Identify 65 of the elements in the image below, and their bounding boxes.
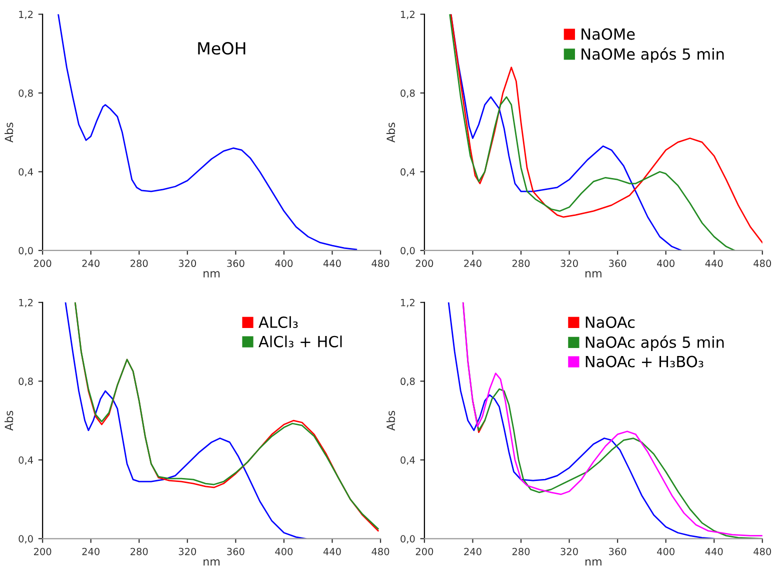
y-axis-title: Abs <box>4 410 14 431</box>
x-tick-label: 200 <box>416 260 434 268</box>
x-tick-label: 280 <box>512 260 530 268</box>
x-tick-label: 400 <box>657 548 674 556</box>
y-tick-label: 0,4 <box>18 456 33 465</box>
line-series <box>58 14 358 250</box>
x-tick-label: 240 <box>464 260 482 268</box>
y-tick-label: 0,8 <box>18 378 33 386</box>
annotation: MeOH <box>198 42 246 55</box>
x-tick-label: 360 <box>227 260 244 268</box>
x-tick-label: 280 <box>512 548 530 556</box>
legend-label: NaOAc <box>586 316 635 328</box>
legend-label: ALCl₃ <box>258 316 298 328</box>
y-tick-label: 0,8 <box>400 378 415 386</box>
x-tick-label: 240 <box>82 260 100 268</box>
y-tick-label: 1,2 <box>401 10 414 20</box>
x-tick-label: 360 <box>609 548 626 556</box>
y-tick-label: 0,8 <box>400 89 415 98</box>
y-axis-title: Abs <box>4 122 14 142</box>
y-tick-label: 1,2 <box>401 298 414 308</box>
x-tick-label: 320 <box>560 548 578 556</box>
y-tick-label: 1,2 <box>19 298 33 308</box>
x-tick-label: 200 <box>416 548 434 556</box>
x-tick-label: 440 <box>323 548 341 556</box>
x-axis-title: nm <box>204 559 220 566</box>
x-tick-label: 360 <box>227 548 244 556</box>
x-axis-title: nm <box>204 271 220 278</box>
y-tick-label: 0,0 <box>400 535 415 544</box>
x-tick-label: 240 <box>82 548 100 556</box>
legend-label: NaOMe após 5 min <box>582 47 724 63</box>
x-tick-label: 280 <box>130 548 148 556</box>
x-tick-label: 480 <box>754 548 772 556</box>
x-axis-title: nm <box>585 271 602 278</box>
x-tick-label: 280 <box>130 260 148 268</box>
x-tick-label: 480 <box>372 548 390 556</box>
y-tick-label: 0,4 <box>18 168 33 177</box>
legend-label: AlCl₃ + HCl <box>258 336 342 348</box>
y-tick-label: 0,0 <box>400 246 415 256</box>
y-tick-label: 0,0 <box>18 246 33 256</box>
y-tick-label: 0,8 <box>18 89 33 98</box>
y-tick-label: 0,4 <box>400 168 415 177</box>
x-tick-label: 400 <box>275 260 293 268</box>
x-tick-label: 400 <box>275 548 293 556</box>
x-tick-label: 440 <box>323 260 341 268</box>
x-tick-label: 200 <box>34 260 52 268</box>
x-tick-label: 480 <box>754 260 772 268</box>
y-tick-label: 0,0 <box>18 535 33 544</box>
x-tick-label: 320 <box>178 548 196 556</box>
x-tick-label: 440 <box>705 548 723 556</box>
legend-label: NaOAc + H₃BO₃ <box>586 356 704 368</box>
x-tick-label: 440 <box>705 260 723 268</box>
y-axis-title: Abs <box>386 122 396 142</box>
legend-label: NaOMe <box>582 28 635 40</box>
x-tick-label: 400 <box>657 260 674 268</box>
y-axis-title: Abs <box>386 410 396 431</box>
x-axis-title: nm <box>585 559 602 566</box>
legend-label: NaOAc após 5 min <box>586 336 724 351</box>
y-tick-label: 1,2 <box>19 10 33 20</box>
x-tick-label: 240 <box>464 548 482 556</box>
x-tick-label: 320 <box>560 260 578 268</box>
x-tick-label: 320 <box>178 260 196 268</box>
x-tick-label: 480 <box>372 260 390 268</box>
x-tick-label: 360 <box>609 260 626 268</box>
x-tick-label: 200 <box>34 548 52 556</box>
y-tick-label: 0,4 <box>400 456 415 465</box>
